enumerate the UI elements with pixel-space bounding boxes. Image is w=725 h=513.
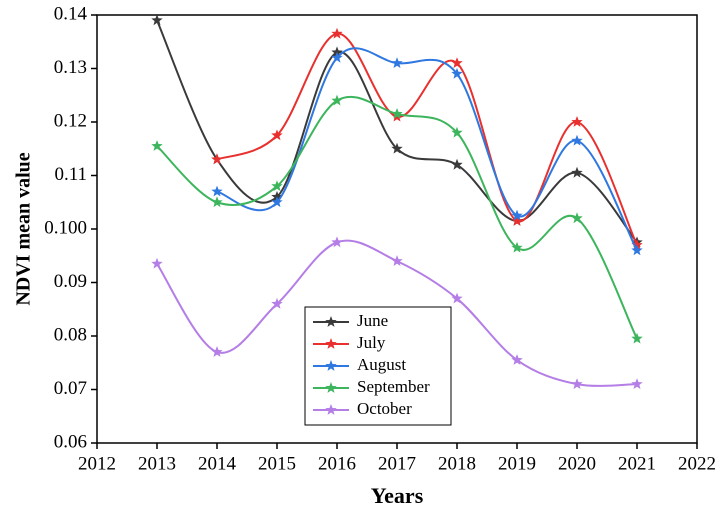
legend-marker [325, 338, 337, 349]
point-marker [151, 140, 163, 151]
point-marker [571, 212, 583, 224]
point-marker [331, 51, 343, 63]
legend-marker [325, 360, 337, 371]
point-marker [331, 27, 343, 39]
point-marker [511, 241, 523, 253]
point-marker [511, 209, 523, 221]
y-tick-label: 0.100 [44, 217, 87, 238]
point-marker [451, 292, 463, 304]
x-tick-label: 2021 [618, 453, 656, 474]
point-marker [391, 57, 403, 68]
x-tick-label: 2012 [78, 453, 116, 474]
point-marker [271, 129, 283, 141]
legend-label: July [357, 333, 386, 352]
y-tick-label: 0.07 [54, 378, 87, 399]
point-marker [571, 166, 583, 178]
point-marker [271, 196, 283, 208]
point-marker [151, 14, 163, 26]
legend-marker [325, 382, 337, 393]
legend-marker [325, 316, 337, 327]
x-tick-label: 2017 [378, 453, 416, 474]
point-marker [571, 378, 583, 389]
point-marker [571, 116, 583, 127]
y-tick-label: 0.11 [54, 164, 87, 185]
legend-label: October [357, 399, 412, 418]
series-line [216, 47, 638, 251]
legend-marker [325, 404, 337, 415]
point-marker [451, 57, 463, 68]
y-tick-label: 0.06 [54, 431, 87, 452]
point-marker [631, 378, 643, 389]
point-marker [391, 142, 403, 154]
point-marker [511, 354, 523, 365]
x-tick-label: 2015 [258, 453, 296, 474]
point-marker [451, 67, 463, 79]
y-tick-label: 0.14 [54, 3, 88, 24]
point-marker [451, 126, 463, 138]
y-tick-label: 0.12 [54, 110, 87, 131]
y-tick-label: 0.08 [54, 324, 87, 345]
y-tick-label: 0.09 [54, 271, 87, 292]
point-marker [331, 94, 343, 106]
x-tick-label: 2013 [138, 453, 176, 474]
x-tick-label: 2016 [318, 453, 356, 474]
series-line [156, 239, 638, 387]
x-tick-label: 2020 [558, 453, 596, 474]
x-tick-label: 2019 [498, 453, 536, 474]
series-line [156, 19, 638, 244]
point-marker [451, 158, 463, 170]
point-marker [151, 257, 163, 269]
legend-label: September [357, 377, 430, 396]
point-marker [511, 215, 523, 226]
x-tick-label: 2022 [678, 453, 716, 474]
legend-label: June [357, 311, 388, 330]
x-tick-label: 2018 [438, 453, 476, 474]
point-marker [211, 346, 223, 357]
point-marker [331, 236, 343, 248]
point-marker [211, 153, 223, 165]
series-line [156, 95, 638, 340]
y-tick-label: 0.13 [54, 57, 87, 78]
point-marker [391, 108, 403, 119]
point-marker [271, 180, 283, 192]
legend-label: August [357, 355, 406, 374]
point-marker [391, 255, 403, 266]
point-marker [271, 297, 283, 309]
point-marker [211, 196, 223, 208]
point-marker [571, 134, 583, 146]
point-marker [211, 185, 223, 197]
x-tick-label: 2014 [198, 453, 237, 474]
point-marker [631, 244, 643, 256]
y-axis-label: NDVI mean value [13, 152, 35, 305]
point-marker [631, 332, 643, 344]
x-axis-label: Years [371, 483, 424, 508]
